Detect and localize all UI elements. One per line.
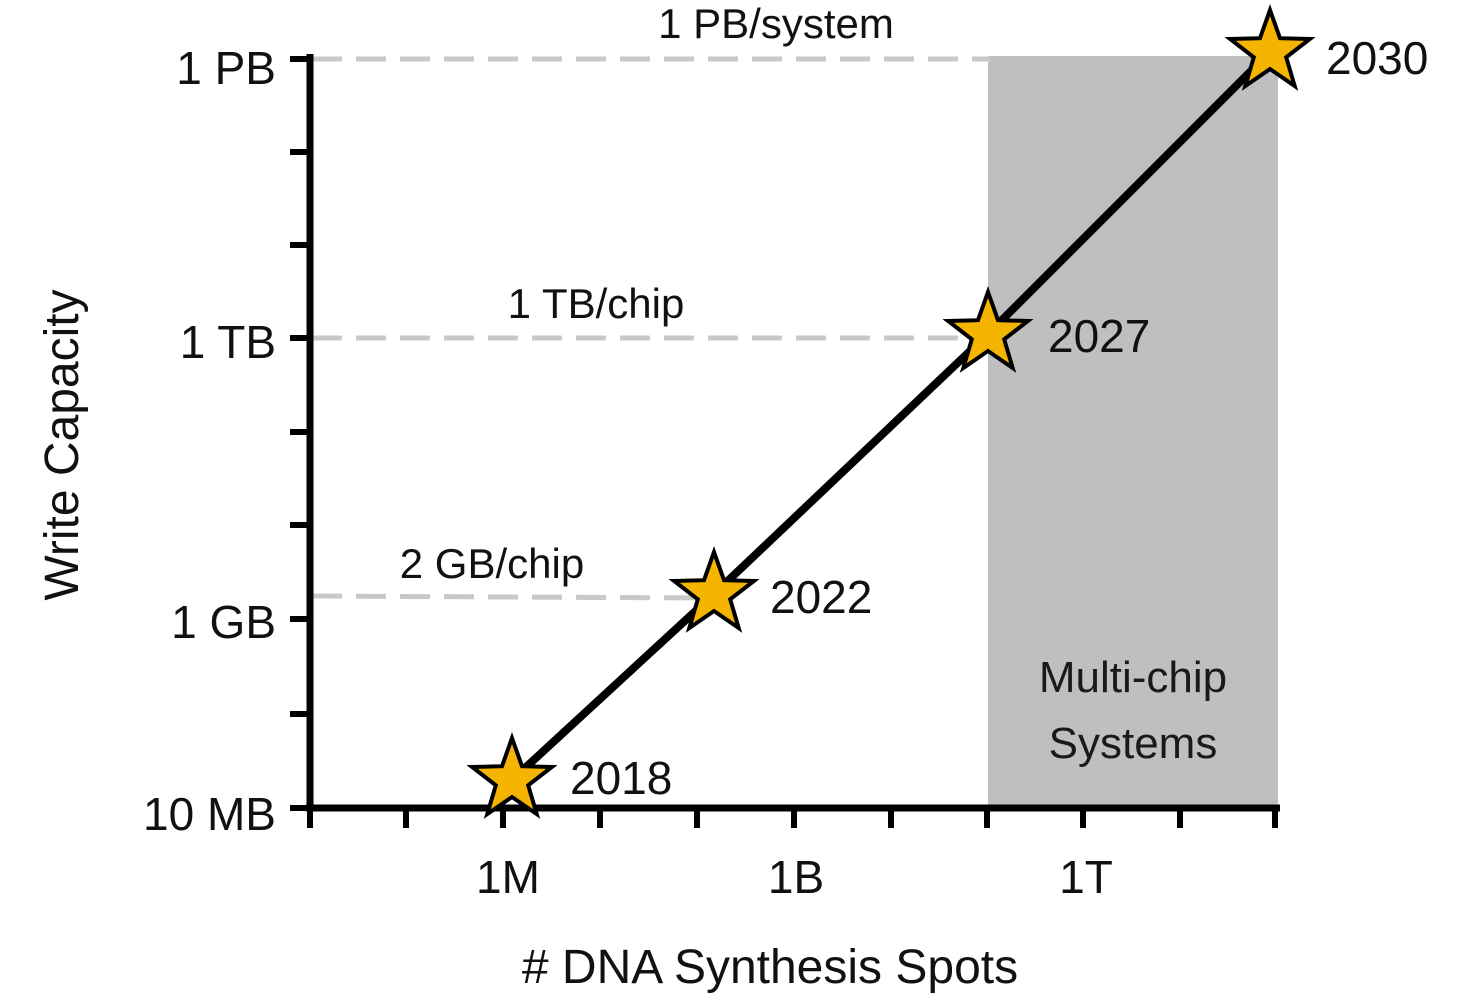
x-axis-title: # DNA Synthesis Spots — [522, 941, 1018, 994]
year-label-2018: 2018 — [570, 752, 672, 804]
x-tick-label-1t: 1T — [1059, 851, 1113, 903]
star-marker-2030 — [1224, 4, 1316, 91]
star-marker-2027 — [942, 286, 1034, 373]
ref-label-1tb: 1 TB/chip — [508, 280, 685, 327]
y-tick-label-1gb: 1 GB — [171, 596, 276, 648]
series-line — [509, 49, 1273, 783]
multi-chip-label-line2: Systems — [1049, 719, 1218, 768]
star-marker-2022 — [668, 546, 760, 633]
x-tick-label-1b: 1B — [768, 851, 824, 903]
x-ticks — [307, 806, 1278, 828]
y-tick-label-1tb: 1 TB — [180, 316, 276, 368]
x-tick-label-1m: 1M — [476, 851, 540, 903]
y-axis-title: Write Capacity — [36, 289, 89, 600]
year-label-2027: 2027 — [1048, 310, 1150, 362]
y-tick-label-1pb: 1 PB — [176, 42, 276, 94]
star-marker-2018 — [466, 732, 558, 819]
year-label-2030: 2030 — [1326, 32, 1428, 84]
ref-label-2gb: 2 GB/chip — [400, 540, 584, 587]
markers — [466, 4, 1316, 819]
y-tick-label-10mb: 10 MB — [143, 788, 276, 840]
multi-chip-region — [988, 56, 1278, 807]
multi-chip-label-line1: Multi-chip — [1039, 653, 1227, 702]
ref-line-2gb — [311, 593, 713, 601]
ref-label-1pb: 1 PB/system — [658, 0, 894, 47]
y-ticks — [290, 56, 312, 811]
year-label-2022: 2022 — [770, 571, 872, 623]
